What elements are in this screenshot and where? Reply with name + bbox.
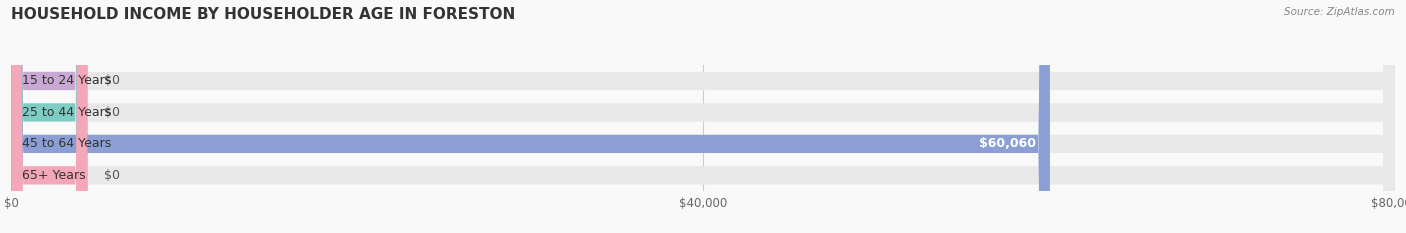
Text: 25 to 44 Years: 25 to 44 Years: [22, 106, 111, 119]
Text: 65+ Years: 65+ Years: [22, 169, 86, 182]
FancyBboxPatch shape: [11, 0, 87, 233]
FancyBboxPatch shape: [11, 0, 1395, 233]
Text: 45 to 64 Years: 45 to 64 Years: [22, 137, 111, 150]
Text: 15 to 24 Years: 15 to 24 Years: [22, 75, 111, 87]
FancyBboxPatch shape: [11, 0, 1395, 233]
FancyBboxPatch shape: [11, 0, 1395, 233]
FancyBboxPatch shape: [11, 0, 87, 233]
Text: $0: $0: [104, 169, 120, 182]
Text: $0: $0: [104, 106, 120, 119]
Text: Source: ZipAtlas.com: Source: ZipAtlas.com: [1284, 7, 1395, 17]
Text: HOUSEHOLD INCOME BY HOUSEHOLDER AGE IN FORESTON: HOUSEHOLD INCOME BY HOUSEHOLDER AGE IN F…: [11, 7, 516, 22]
FancyBboxPatch shape: [11, 0, 1395, 233]
Text: $0: $0: [104, 75, 120, 87]
FancyBboxPatch shape: [11, 0, 1050, 233]
FancyBboxPatch shape: [11, 0, 87, 233]
Text: $60,060: $60,060: [979, 137, 1036, 150]
